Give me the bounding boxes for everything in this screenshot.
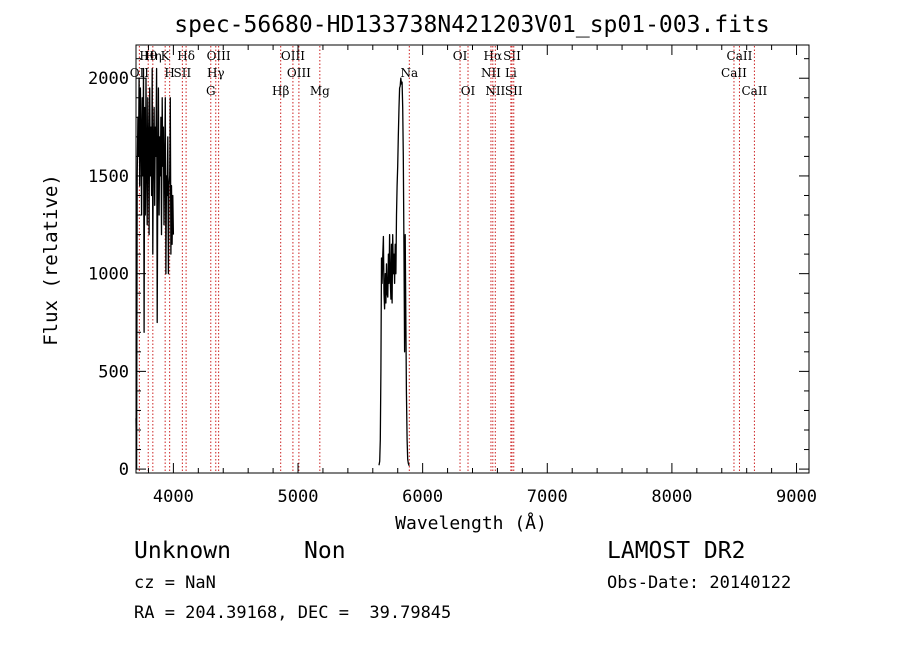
x-tick-label: 9000 (776, 487, 817, 507)
x-tick-label: 6000 (402, 487, 443, 507)
line-marker-label: OIII (207, 49, 231, 63)
line-marker-label: SII (503, 49, 521, 63)
line-marker-label: H (164, 66, 174, 80)
line-marker-label: Hθ (139, 49, 157, 63)
object-subclass-label: Non (304, 538, 346, 564)
line-marker-label: NII (481, 66, 501, 80)
x-tick-label: 8000 (651, 487, 692, 507)
line-marker-label: Na (400, 66, 418, 80)
line-marker-label: OI (461, 84, 476, 98)
spectrum-segment-0 (135, 67, 175, 470)
y-tick-label: 1500 (88, 167, 129, 187)
y-tick-label: 0 (119, 460, 129, 480)
line-marker-label: Hη (144, 49, 162, 63)
spectrum-chart: spec-56680-HD133738N421203V01_sp01-003.f… (40, 12, 817, 534)
line-marker-label: SII (505, 84, 523, 98)
line-marker-label: Hβ (272, 84, 289, 98)
object-class-label: Unknown (134, 538, 231, 564)
line-marker-label: OIII (281, 49, 305, 63)
line-marker-label: Li (505, 66, 517, 80)
y-tick-label: 2000 (88, 69, 129, 89)
y-axis-label: Flux (relative) (40, 174, 62, 346)
y-tick-label: 500 (98, 362, 129, 382)
x-tick-label: 5000 (278, 487, 319, 507)
y-tick-label: 1000 (88, 265, 129, 285)
x-axis-ticks: 4000 5000 6000 7000 8000 9000 (147, 45, 817, 507)
x-tick-label: 7000 (527, 487, 568, 507)
chart-title: spec-56680-HD133738N421203V01_sp01-003.f… (174, 12, 769, 38)
coordinates-text: RA = 204.39168, DEC = 39.79845 (134, 603, 452, 623)
x-axis-label: Wavelength (Å) (395, 512, 547, 534)
line-marker-label: OIII (287, 66, 311, 80)
redshift-text: cz = NaN (134, 573, 216, 593)
observation-date-text: Obs-Date: 20140122 (607, 573, 792, 593)
line-marker-label: G (206, 84, 216, 98)
line-marker-label: Hα (484, 49, 503, 63)
line-marker-label: Hδ (177, 49, 195, 63)
spectrum-segment-1 (378, 77, 410, 466)
line-marker-label: Hγ (207, 66, 225, 80)
line-marker-label: CaII (727, 49, 753, 63)
spectrum-series (135, 67, 410, 470)
plot-frame (135, 44, 810, 474)
survey-label: LAMOST DR2 (607, 538, 746, 564)
line-marker-label: CaII (721, 66, 747, 80)
y-axis-ticks: 0 500 1000 1500 2000 (88, 58, 809, 480)
line-marker-label: NII (485, 84, 505, 98)
line-marker-label: OI (453, 49, 468, 63)
line-marker-label: SII (174, 66, 192, 80)
x-tick-label: 4000 (153, 487, 194, 507)
line-marker-label: K (161, 49, 171, 63)
line-marker-label: OII (130, 66, 150, 80)
line-marker-label: CaII (741, 84, 767, 98)
line-marker-label: Mg (310, 84, 330, 98)
